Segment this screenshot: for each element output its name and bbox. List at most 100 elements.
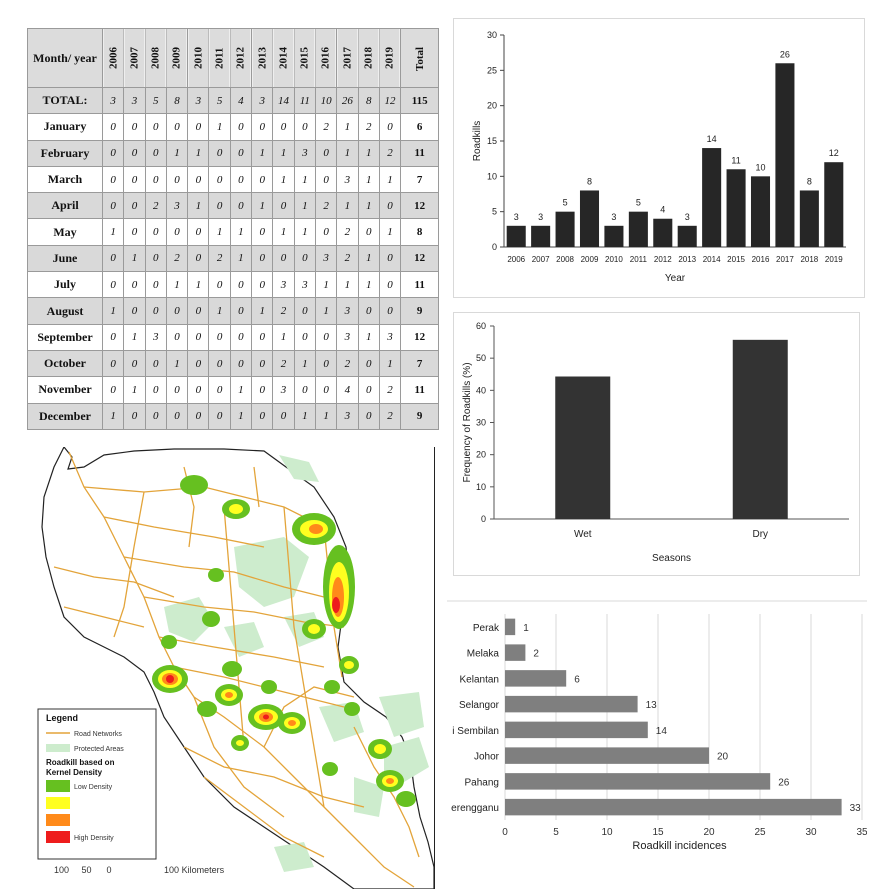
roadkill-table-panel: Month/ year 2006 2007 2008 2009 2010 2011 2012 2… — [27, 28, 439, 430]
row-total: 6 — [401, 114, 439, 140]
table-cell: 3 — [337, 298, 358, 324]
x-tick-label: 2011 — [630, 255, 648, 264]
table-row: September 0 1 3 0 0 0 0 0 1 0 0 3 1 3 12 — [28, 324, 439, 350]
table-cell: 8 — [358, 88, 379, 114]
bar — [678, 226, 697, 247]
seasonal-roadkills-chart: 0 10 20 30 40 50 60 Wet Dry Seasons Frequency of R… — [454, 313, 859, 575]
year-header-2014: 2014 — [273, 29, 294, 88]
table-cell: 0 — [230, 350, 251, 376]
table-cell: 14 — [273, 88, 294, 114]
data-label: 5 — [636, 198, 641, 208]
table-cell: 3 — [337, 403, 358, 429]
x-tick-label: 5 — [553, 827, 559, 838]
table-cell: 1 — [230, 377, 251, 403]
table-cell: 0 — [273, 403, 294, 429]
row-total: 11 — [401, 140, 439, 166]
table-cell: 0 — [103, 272, 124, 298]
data-label: 4 — [660, 205, 665, 215]
table-cell: 2 — [209, 245, 230, 271]
table-row: April 0 0 2 3 1 0 0 1 0 1 2 1 1 0 12 — [28, 193, 439, 219]
bar — [505, 619, 515, 635]
y-tick-label: 25 — [487, 65, 497, 75]
state-roadkills-chart: 0 5 10 15 20 25 30 35 1 Perak 2 Melaka 6 Kelantan 13 Se… — [447, 600, 867, 889]
table-cell: 1 — [294, 219, 315, 245]
legend-protected-swatch — [46, 744, 70, 752]
table-cell: 1 — [379, 350, 400, 376]
map-scale-bar: 100 50 0 100 Kilometers — [54, 865, 225, 875]
table-cell: 0 — [166, 324, 187, 350]
table-cell: 2 — [166, 245, 187, 271]
x-axis-title: Seasons — [652, 553, 691, 564]
table-cell: 4 — [337, 377, 358, 403]
data-label: 11 — [731, 155, 740, 165]
table-cell: 0 — [166, 403, 187, 429]
y-tick-label: 30 — [487, 30, 497, 40]
table-cell: 1 — [103, 219, 124, 245]
legend-density-title-line2: Kernel Density — [46, 768, 103, 777]
table-cell: 0 — [145, 114, 166, 140]
bar — [824, 162, 843, 247]
legend-low-label: Low Density — [74, 784, 113, 791]
map-legend: Legend Road Networks Protected Areas Roa… — [38, 709, 156, 859]
table-cell: 2 — [315, 114, 336, 140]
bar — [775, 63, 794, 247]
table-cell: 0 — [252, 272, 273, 298]
table-cell: 0 — [145, 245, 166, 271]
table-cell: 1 — [103, 298, 124, 324]
table-cell: 0 — [315, 350, 336, 376]
bar — [505, 747, 709, 763]
y-axis-title: Roadkills — [472, 121, 483, 162]
table-cell: 1 — [166, 350, 187, 376]
table-header-row: Month/ year 2006 2007 2008 2009 2010 2011 2012 2… — [28, 29, 439, 88]
table-cell: 1 — [294, 403, 315, 429]
bar — [555, 377, 610, 519]
table-cell: 0 — [188, 377, 209, 403]
table-cell: 2 — [145, 193, 166, 219]
bar — [733, 340, 788, 519]
x-tick-label: Wet — [574, 529, 592, 540]
seasonal-roadkills-chart-panel: 0 10 20 30 40 50 60 Wet Dry Seasons Frequency of R… — [453, 312, 860, 576]
y-tick-label: Kelantan — [460, 674, 499, 685]
table-cell: 0 — [188, 324, 209, 350]
data-label: 14 — [656, 726, 668, 737]
table-cell: 3 — [315, 245, 336, 271]
table-cell: 3 — [252, 88, 273, 114]
data-label: 12 — [829, 148, 839, 158]
table-cell: 2 — [337, 219, 358, 245]
table-cell: 2 — [379, 403, 400, 429]
table-cell: 0 — [188, 166, 209, 192]
legend-density-title-line1: Roadkill based on — [46, 758, 115, 767]
y-tick-label: 50 — [476, 353, 486, 363]
table-cell: 0 — [145, 298, 166, 324]
state-roadkills-chart-panel: 0 5 10 15 20 25 30 35 1 Perak 2 Melaka 6 Kelantan 13 Se… — [447, 600, 867, 889]
table-cell: 1 — [294, 193, 315, 219]
table-cell: 0 — [379, 193, 400, 219]
table-cell: 1 — [230, 219, 251, 245]
row-label: July — [28, 272, 103, 298]
x-tick-label: 2019 — [825, 255, 843, 264]
table-cell: 0 — [315, 140, 336, 166]
y-tick-label: 5 — [492, 207, 497, 217]
table-cell: 1 — [294, 350, 315, 376]
table-row: June 0 1 0 2 0 2 1 0 0 0 3 2 1 0 12 — [28, 245, 439, 271]
table-cell: 0 — [145, 403, 166, 429]
table-cell: 0 — [252, 245, 273, 271]
x-tick-label: 2013 — [678, 255, 696, 264]
y-tick-label: 60 — [476, 321, 486, 331]
y-tick-label: 10 — [476, 482, 486, 492]
table-cell: 0 — [209, 350, 230, 376]
map-canvas: Legend Road Networks Protected Areas Roa… — [24, 447, 434, 889]
row-total: 11 — [401, 272, 439, 298]
table-cell: 0 — [124, 193, 145, 219]
x-tick-label: 2008 — [556, 255, 574, 264]
year-header-2010: 2010 — [188, 29, 209, 88]
bar — [505, 799, 842, 815]
table-cell: 3 — [145, 324, 166, 350]
table-cell: 0 — [315, 219, 336, 245]
data-label: 8 — [587, 176, 592, 186]
table-cell: 0 — [252, 377, 273, 403]
table-cell: 26 — [337, 88, 358, 114]
row-label: January — [28, 114, 103, 140]
y-tick-label: i Sembilan — [452, 726, 499, 737]
y-tick-label: Melaka — [467, 649, 500, 660]
